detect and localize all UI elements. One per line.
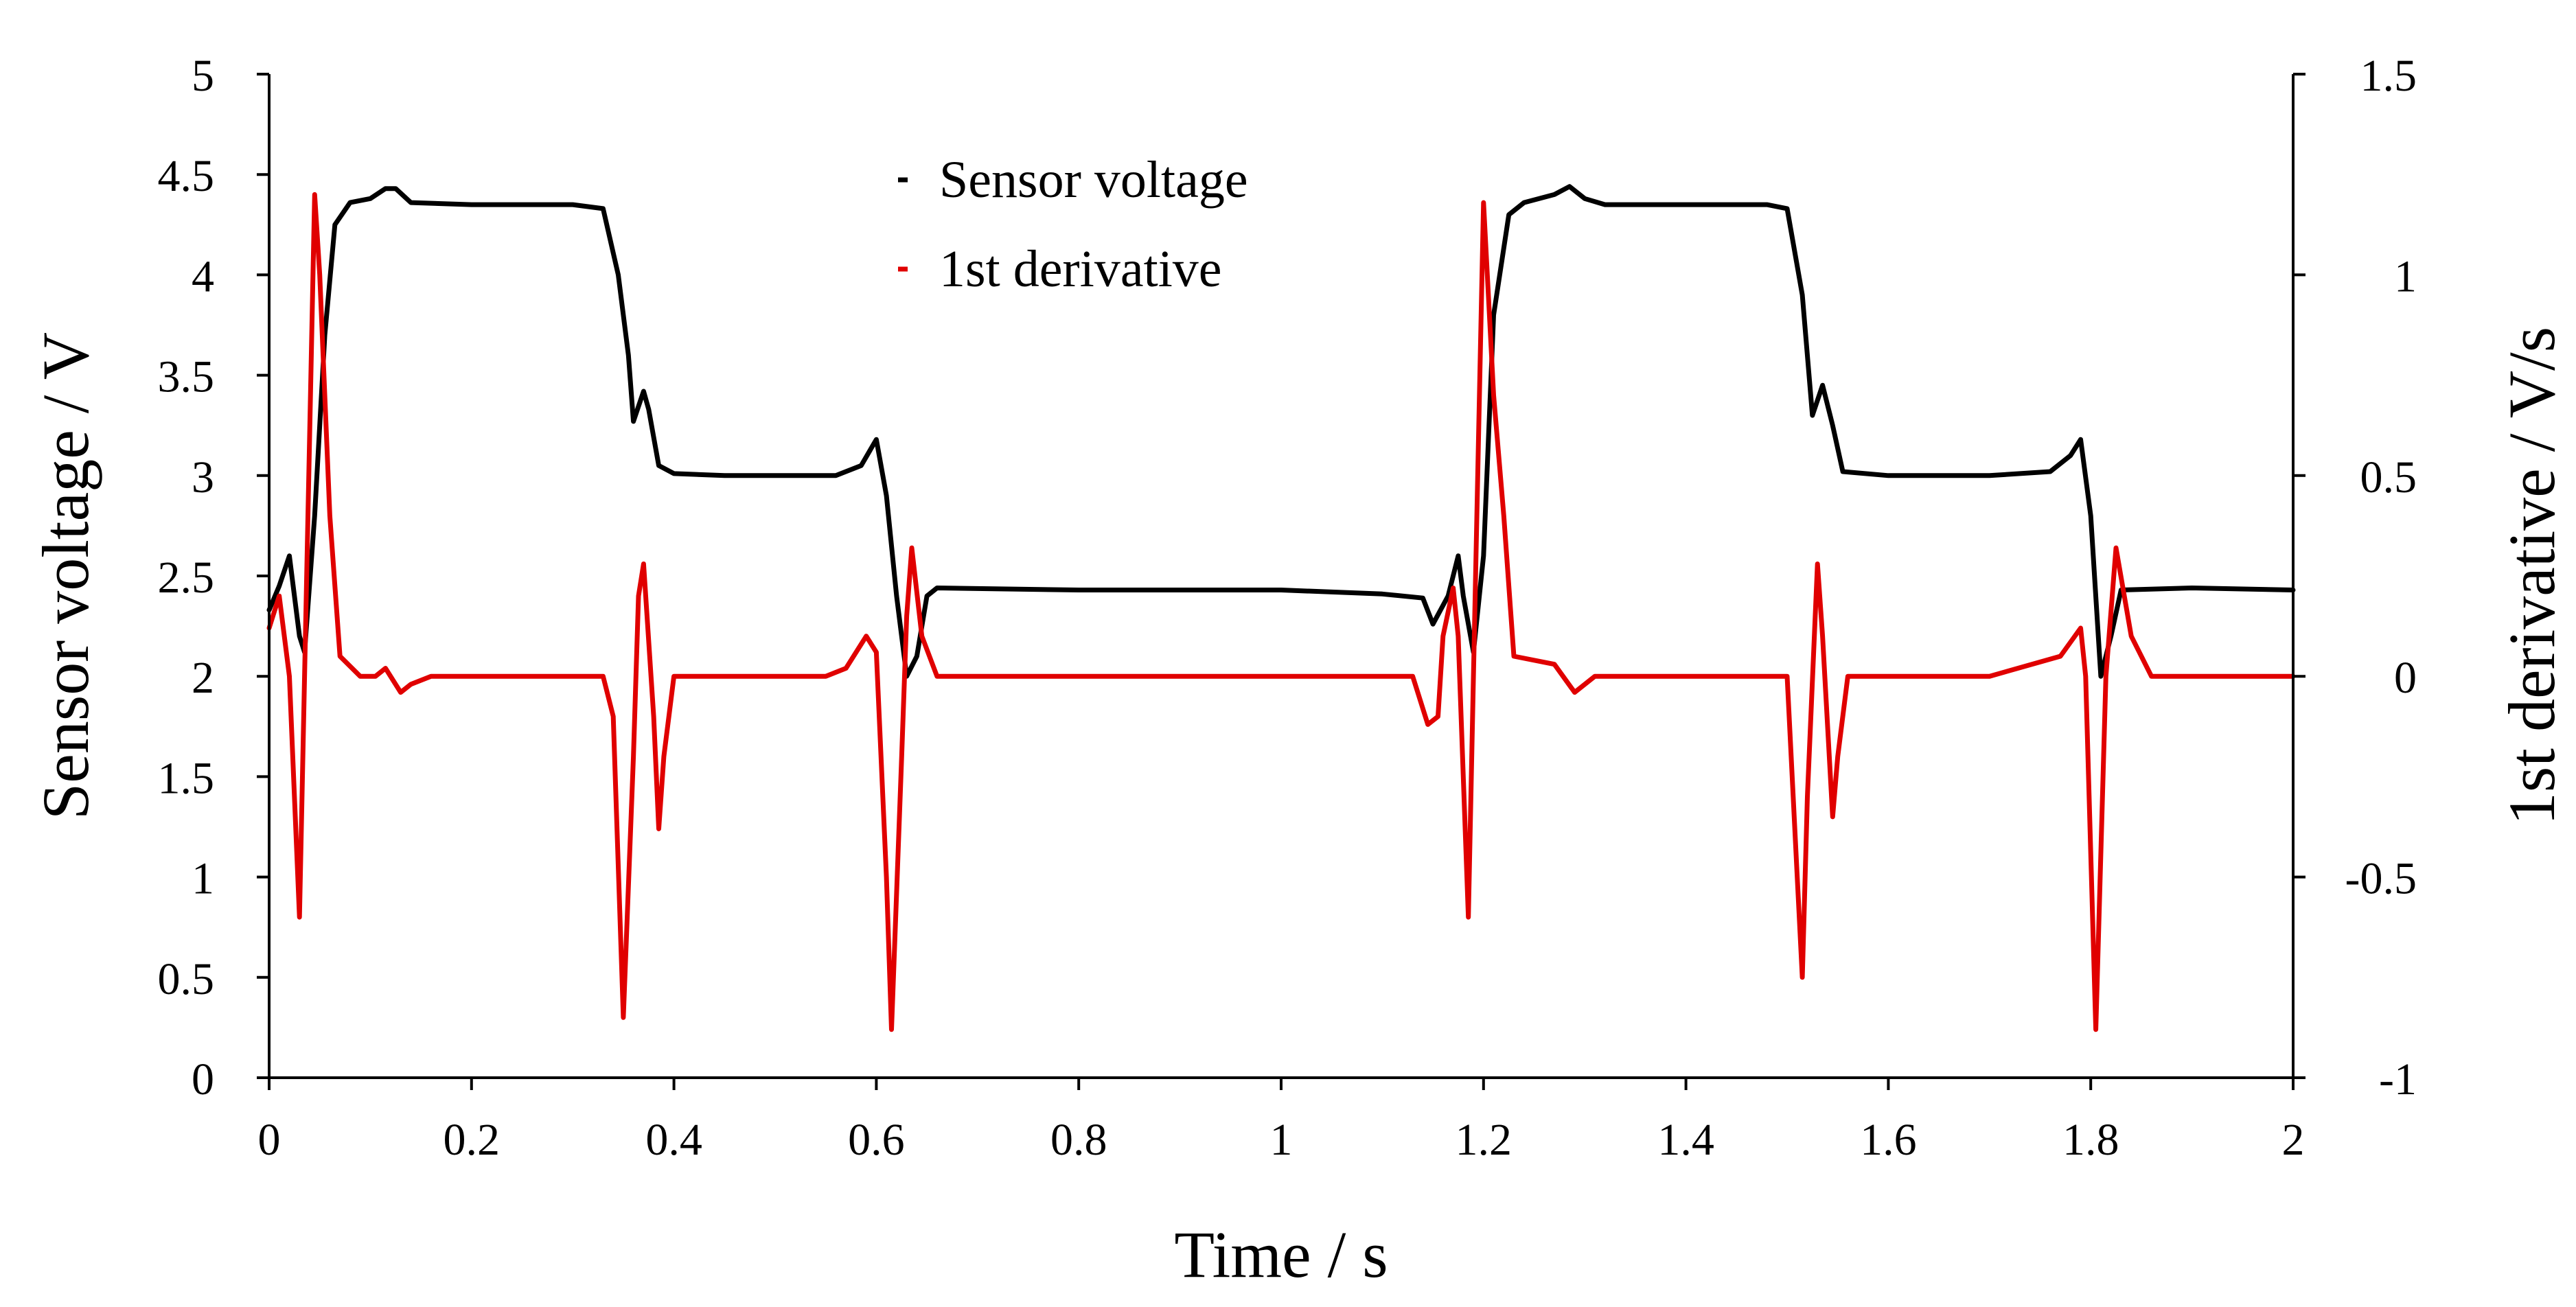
x-tick-label: 0.8 [1050, 1115, 1107, 1165]
y-tick-label: 3 [192, 452, 214, 502]
y-tick-label: 1 [192, 854, 214, 904]
x-tick-label: 1 [1270, 1115, 1293, 1165]
x-tick-label: 1.2 [1456, 1115, 1513, 1165]
y2-tick-label: 1 [2394, 251, 2417, 301]
x-tick-label: 1.8 [2062, 1115, 2119, 1165]
x-tick-label: 0.4 [645, 1115, 702, 1165]
y-tick-label: 0.5 [158, 954, 215, 1004]
y-tick-label: 2 [192, 653, 214, 703]
plot-series [266, 184, 2296, 1032]
y-tick-label: 5 [192, 51, 214, 101]
x-tick-label: 1.6 [1860, 1115, 1917, 1165]
left-y-axis-ticks: 0 0.5 1 1.5 2 2.5 3 3.5 4 4.5 5 [158, 51, 269, 1104]
y2-tick-label: 0.5 [2360, 452, 2417, 502]
series-line-sensor-voltage [266, 184, 2296, 679]
x-axis-ticks: 0 0.2 0.4 0.6 0.8 1 1.2 1.4 1.6 1.8 2 [258, 1078, 2305, 1165]
y2-tick-label: -0.5 [2345, 854, 2417, 904]
right-y-axis-ticks: -1 -0.5 0 0.5 1 1.5 [2293, 51, 2417, 1104]
y2-tick-label: 1.5 [2360, 51, 2417, 101]
y-tick-label: 4.5 [158, 151, 215, 201]
y-tick-label: 4 [192, 251, 214, 301]
x-tick-label: 0.2 [444, 1115, 501, 1165]
right-y-axis-title: 1st derivative / V/s [2495, 327, 2568, 825]
x-tick-label: 0.6 [848, 1115, 905, 1165]
legend-label-sensor-voltage: Sensor voltage [939, 151, 1248, 209]
x-tick-label: 2 [2282, 1115, 2305, 1165]
y-tick-label: 2.5 [158, 553, 215, 603]
x-tick-label: 1.4 [1657, 1115, 1714, 1165]
series-line-1st-derivative [266, 192, 2296, 1032]
y-tick-label: 3.5 [158, 352, 215, 402]
y2-tick-label: 0 [2394, 653, 2417, 703]
legend-label-1st-derivative: 1st derivative [939, 240, 1222, 298]
y-tick-label: 1.5 [158, 753, 215, 803]
left-y-axis-title: Sensor voltage / V [29, 332, 102, 820]
legend: Sensor voltage 1st derivative [898, 151, 1248, 298]
x-tick-label: 0 [258, 1115, 281, 1165]
x-axis-title: Time / s [1174, 1218, 1388, 1291]
y2-tick-label: -1 [2379, 1054, 2417, 1104]
y-tick-label: 0 [192, 1054, 214, 1104]
